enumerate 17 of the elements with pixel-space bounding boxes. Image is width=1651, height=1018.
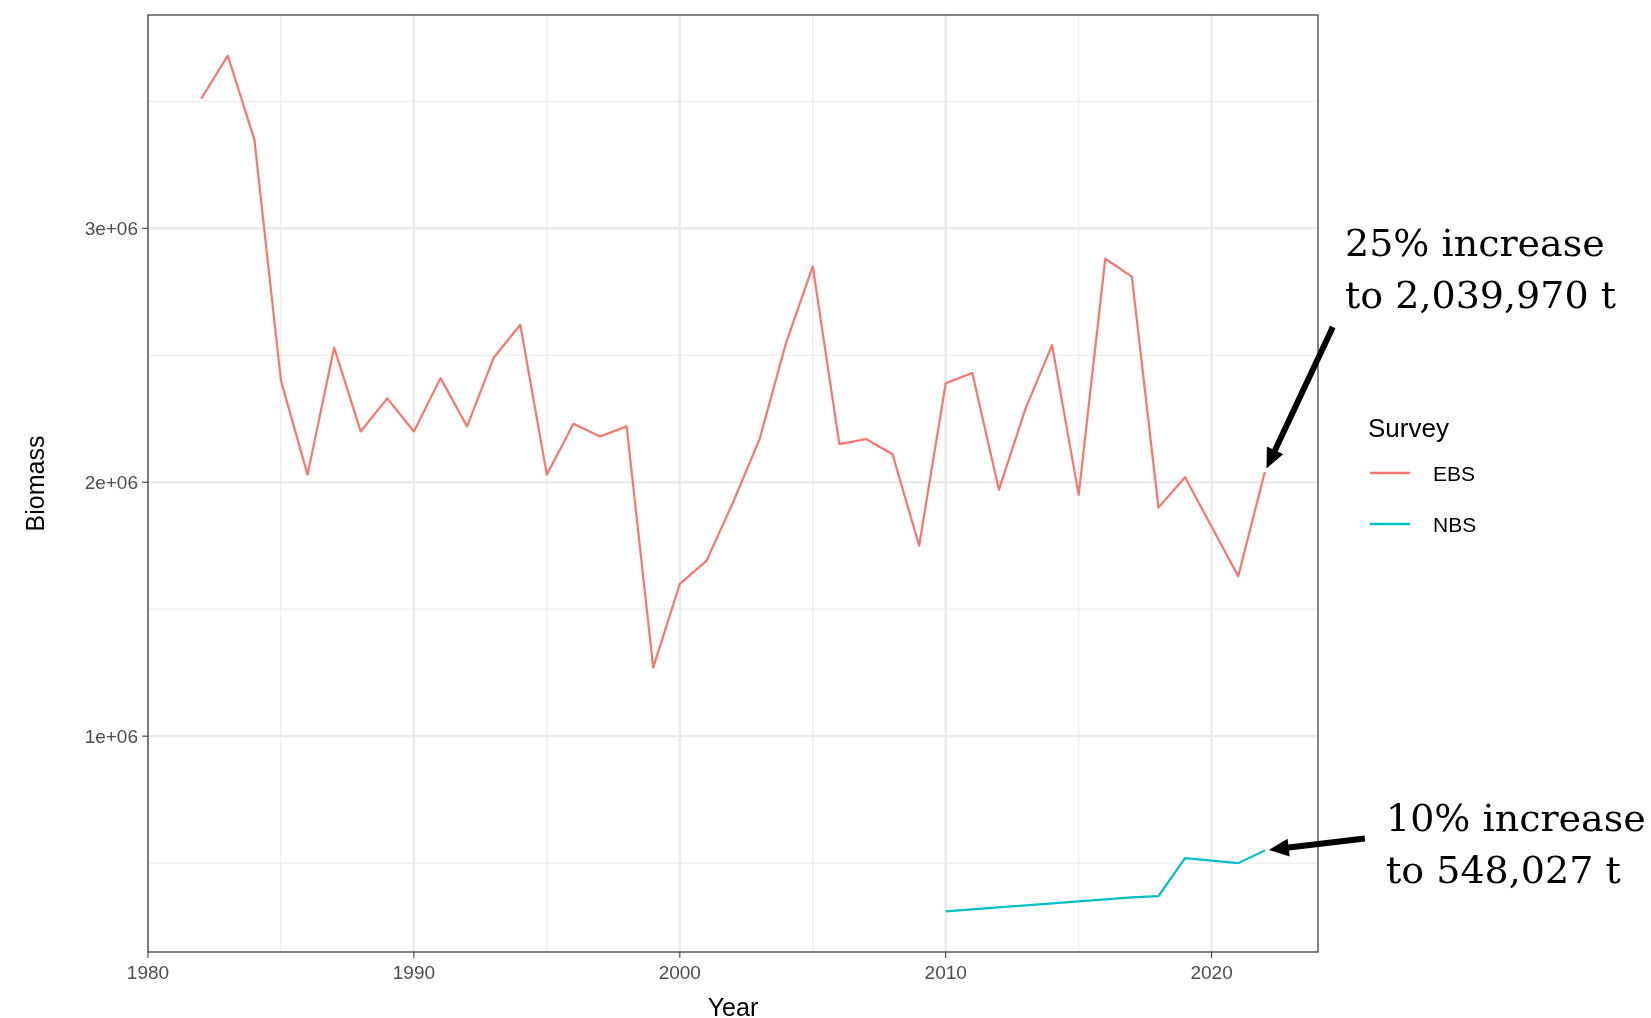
text: 10% increase to 548,027 t xyxy=(1386,796,1646,892)
line-series xyxy=(944,849,1266,913)
x-tick-label: 2000 xyxy=(658,962,701,983)
legend-label: EBS xyxy=(1433,462,1476,485)
legend-label: NBS xyxy=(1433,513,1477,536)
x-tick-label: 2020 xyxy=(1190,962,1233,983)
y-tick-label: 2e+06 xyxy=(84,472,138,494)
x-tick-label: 1990 xyxy=(392,962,436,983)
x-tick-label: 1980 xyxy=(126,962,170,983)
text: 25% increase to 2,039,970 t xyxy=(1345,221,1616,317)
y-tick-label: 3e+06 xyxy=(84,218,138,240)
x-axis-title: Year xyxy=(707,993,759,1018)
line-series xyxy=(200,54,1266,669)
legend-title: Survey xyxy=(1368,413,1449,443)
y-axis-title: Biomass xyxy=(21,435,49,532)
x-tick-label: 2010 xyxy=(924,962,967,983)
y-tick-label: 1e+06 xyxy=(84,726,138,748)
